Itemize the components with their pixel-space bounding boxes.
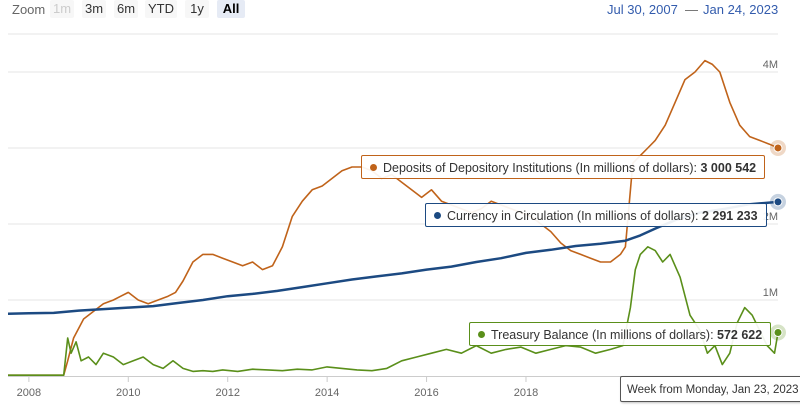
- zoom-1m-button[interactable]: 1m: [50, 0, 74, 18]
- tooltip-treasury: Treasury Balance (In millions of dollars…: [469, 322, 772, 346]
- hover-markers: [770, 139, 786, 341]
- treasury-line: [8, 246, 779, 376]
- y-tick-label: 4M: [763, 59, 778, 71]
- tooltip-deposits-value: 3 000 542: [700, 161, 757, 175]
- tooltip-currency: Currency in Circulation (In millions of …: [425, 203, 767, 227]
- x-tick-label: 2014: [315, 387, 339, 399]
- series-dot-icon: [370, 164, 377, 171]
- zoom-label: Zoom: [12, 2, 46, 17]
- deposits-line: [8, 59, 779, 376]
- x-axis-tooltip: Week from Monday, Jan 23, 2023: [620, 376, 800, 402]
- series-dot-icon: [434, 212, 441, 219]
- tooltip-deposits-name: Deposits of Depository Institutions (In …: [383, 161, 694, 175]
- currency-marker: [773, 197, 783, 207]
- range-from-input[interactable]: Jul 30, 2007: [607, 2, 678, 17]
- tooltip-currency-name: Currency in Circulation (In millions of …: [447, 209, 695, 223]
- range-to-input[interactable]: Jan 24, 2023: [703, 2, 779, 17]
- range-selector: Zoom 1m 3m 6m YTD 1y All Jul 30, 2007 — …: [0, 0, 800, 20]
- zoom-1y-button[interactable]: 1y: [185, 0, 209, 18]
- zoom-all-button[interactable]: All: [217, 0, 245, 18]
- zoom-3m-button[interactable]: 3m: [82, 0, 106, 18]
- range-separator: —: [685, 2, 698, 17]
- tooltip-treasury-value: 572 622: [717, 328, 763, 342]
- x-tick-label: 2018: [514, 387, 538, 399]
- tooltip-treasury-name: Treasury Balance (In millions of dollars…: [491, 328, 711, 342]
- tooltip-currency-value: 2 291 233: [701, 209, 758, 223]
- currency-line: [7, 200, 779, 315]
- tooltip-deposits: Deposits of Depository Institutions (In …: [361, 155, 766, 179]
- x-tick-label: 2010: [116, 387, 140, 399]
- x-tick-label: 2008: [17, 387, 41, 399]
- y-tick-label: 1M: [763, 287, 778, 299]
- deposits-marker: [773, 143, 783, 153]
- series-dot-icon: [478, 331, 485, 338]
- zoom-ytd-button[interactable]: YTD: [145, 0, 177, 18]
- zoom-6m-button[interactable]: 6m: [114, 0, 138, 18]
- treasury-marker: [773, 327, 783, 337]
- x-tick-label: 2016: [414, 387, 438, 399]
- x-axis: 2008201020122014201620182: [8, 376, 778, 399]
- x-tick-label: 2012: [215, 387, 239, 399]
